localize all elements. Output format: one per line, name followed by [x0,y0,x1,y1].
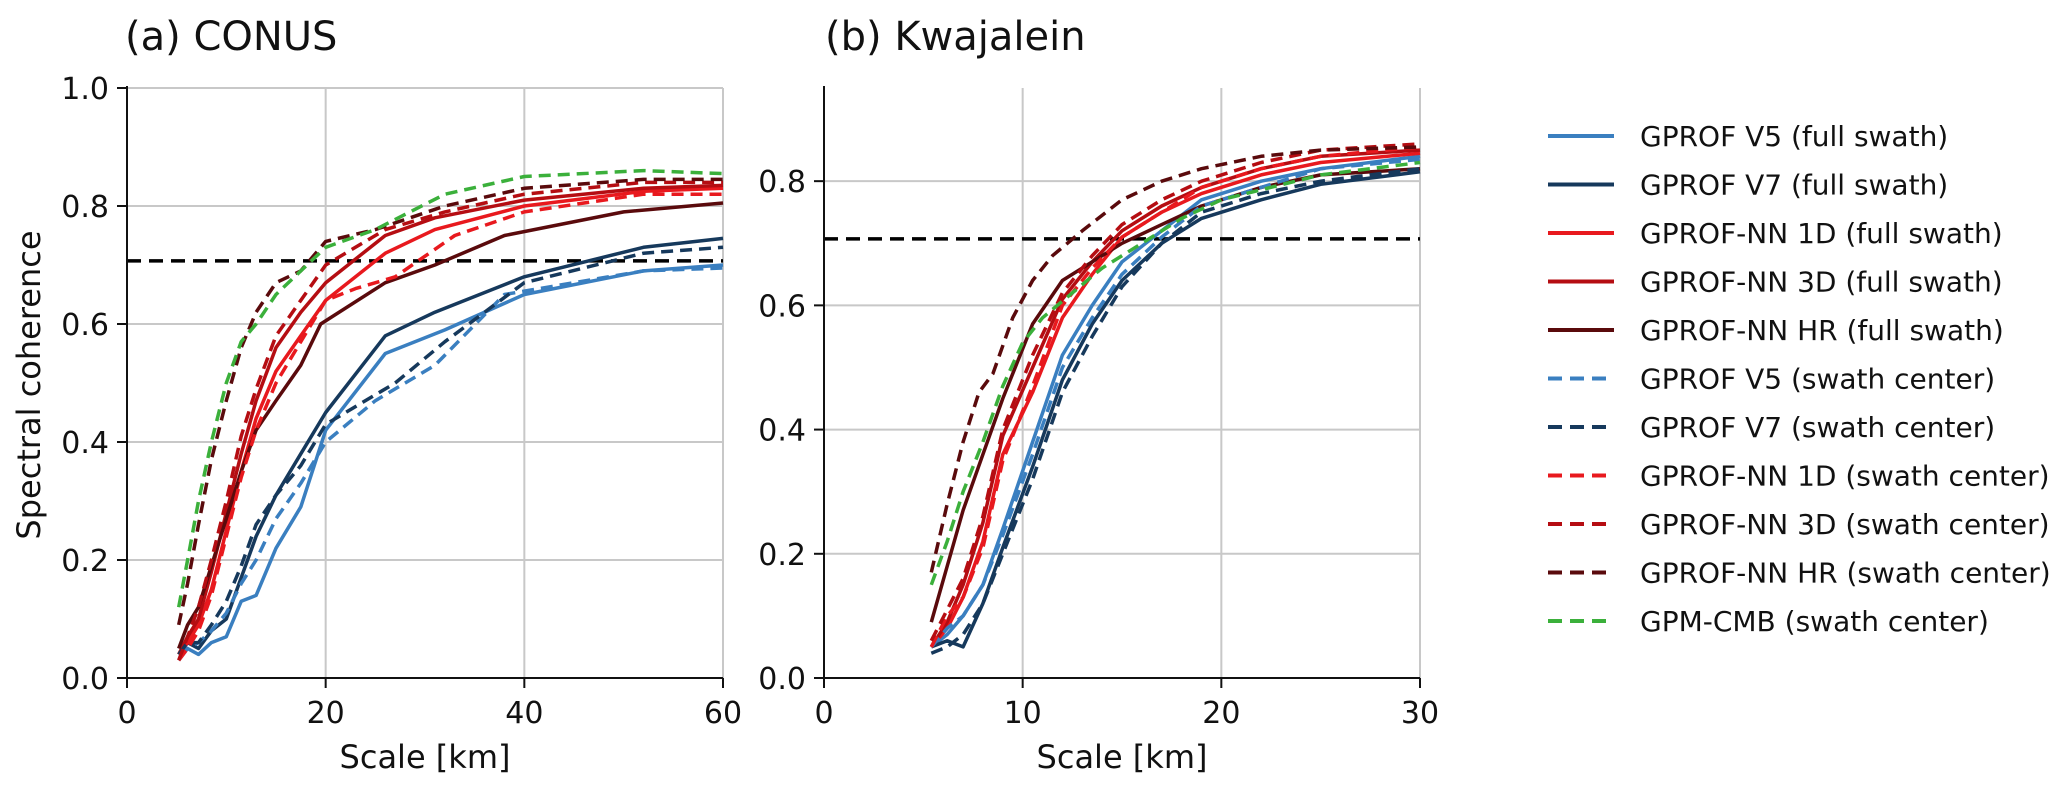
panel-a-y-tick-label: 0.0 [61,662,109,697]
legend-label: GPROF-NN 1D (full swath) [1640,217,2003,250]
panel-b-y-tick-label: 0.6 [758,289,806,324]
panel-b-series-gprof-nn-hr-swath-center [929,145,1421,573]
panel-b-series [929,142,1421,655]
panel-b-x-tick-label: 10 [1004,696,1042,731]
legend-label: GPROF V7 (swath center) [1640,411,1995,444]
panel-b-axes [823,86,1420,679]
panel-a-y-tick-label: 0.2 [61,544,109,579]
legend-label: GPROF-NN 1D (swath center) [1640,460,2050,493]
panel-a-series-gprof-nn-1d-swath-center [177,192,723,662]
panel-b-grid [823,88,1421,679]
panel-b-series-gprof-nn-3d-swath-center [929,142,1421,642]
panel-a-y-tick-label: 0.4 [61,426,109,461]
panel-b-series-gprof-v7-swath-center [930,166,1421,655]
panel-a-y-ticks: 0.0 0.2 0.4 0.6 0.8 1.0 [61,72,127,697]
panel-a-title: (a) CONUS [125,14,337,60]
panel-b-x-tick-label: 30 [1401,696,1439,731]
panel-b-y-tick-label: 0.8 [758,165,806,200]
panel-a-y-tick-label: 0.8 [61,190,109,225]
legend-label: GPROF V5 (full swath) [1640,120,1948,153]
legend-label: GPROF-NN HR (swath center) [1640,557,2051,590]
panel-b-x-axis-label: Scale [km] [1037,738,1208,776]
panel-a-series [176,168,724,662]
legend: GPROF V5 (full swath) GPROF V7 (full swat… [1548,120,2051,638]
panel-a-series-gprof-nn-hr-swath-center [176,177,723,626]
legend-label: GPM-CMB (swath center) [1640,605,1989,638]
panel-a-x-tick-label: 20 [307,696,345,731]
panel-a-x-tick-label: 0 [117,696,136,731]
panel-b-x-tick-label: 0 [814,696,833,731]
panel-a-y-axis-label: Spectral coherence [10,230,48,539]
panel-a-series-gprof-v7-swath-center [177,245,724,656]
legend-label: GPROF V5 (swath center) [1640,363,1995,396]
panel-a-y-tick-label: 0.6 [61,308,109,343]
panel-a-series-gprof-nn-hr-full-swath [177,201,724,650]
panel-b-series-gprof-nn-3d-full-swath [929,148,1421,648]
panel-a-series-gprof-v7-full-swath [177,236,724,656]
legend-label: GPROF-NN 3D (full swath) [1640,266,2003,299]
panel-a-x-tick-label: 60 [704,696,742,731]
panel-kwajalein: (b) Kwajalein 0 10 20 30 0.0 0.2 0.4 0.6 0.8 Sc… [758,14,1439,776]
panel-b-series-gprof-v7-full-swath [930,170,1421,649]
panel-a-series-gprof-v5-swath-center [177,266,724,656]
panel-a-series-gprof-v5-full-swath [177,263,724,662]
legend-label: GPROF-NN 3D (swath center) [1640,508,2050,541]
panel-b-y-tick-label: 0.2 [758,538,806,573]
panel-a-y-tick-label: 1.0 [61,72,109,107]
panel-b-series-gpm-cmb-swath-center [929,160,1421,586]
panel-b-series-gprof-nn-1d-swath-center [929,145,1421,648]
panel-a-series-gprof-nn-1d-full-swath [177,186,724,656]
panel-a-x-axis-label: Scale [km] [340,738,511,776]
panel-b-series-gprof-nn-1d-full-swath [929,151,1421,649]
legend-label: GPROF V7 (full swath) [1640,169,1948,202]
panel-b-x-tick-label: 20 [1202,696,1240,731]
legend-label: GPROF-NN HR (full swath) [1640,314,2004,347]
panel-a-series-gpm-cmb-swath-center [176,168,724,608]
panel-b-series-gprof-v5-swath-center [929,157,1421,649]
panel-b-series-gprof-v5-full-swath [930,154,1421,649]
panel-a-series-gprof-nn-3d-full-swath [177,183,724,656]
panel-a-series-gprof-nn-3d-swath-center [177,180,723,661]
panel-conus: (a) CONUS 0 20 40 60 0.0 0.2 0.4 0.6 0.8 1.0 Sca… [10,14,742,776]
panel-b-x-ticks: 0 10 20 30 [814,678,1439,731]
panel-b-y-tick-label: 0.0 [758,662,806,697]
panel-a-x-ticks: 0 20 40 60 [117,678,742,731]
panel-b-title: (b) Kwajalein [825,14,1086,60]
panel-a-x-tick-label: 40 [505,696,543,731]
panel-b-y-ticks: 0.0 0.2 0.4 0.6 0.8 [758,165,824,697]
panel-a-axes [126,86,723,679]
panel-b-y-tick-label: 0.4 [758,414,806,449]
panel-a-grid [126,87,724,679]
